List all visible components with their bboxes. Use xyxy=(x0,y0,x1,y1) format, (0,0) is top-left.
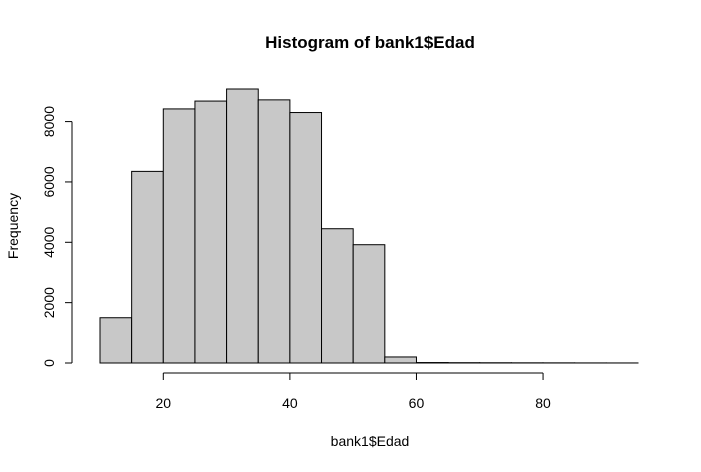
histogram-bar xyxy=(162,108,196,364)
x-tick-label: 40 xyxy=(282,395,298,411)
histogram-bar xyxy=(352,244,386,364)
histogram-bar xyxy=(194,100,228,364)
histogram-bar xyxy=(131,170,164,364)
histogram-bar xyxy=(289,112,323,364)
histogram-bar xyxy=(226,88,259,364)
y-tick-label: 0 xyxy=(41,359,57,367)
y-tick-label: 2000 xyxy=(41,287,57,318)
histogram-bar xyxy=(384,356,417,364)
x-axis-label: bank1$Edad xyxy=(331,433,410,449)
bars-group xyxy=(99,88,639,364)
y-tick-label: 8000 xyxy=(41,106,57,137)
y-tick-label: 4000 xyxy=(41,227,57,258)
y-tick-label: 6000 xyxy=(41,166,57,197)
histogram-bar xyxy=(99,317,133,364)
chart-title: Histogram of bank1$Edad xyxy=(265,33,475,52)
x-tick-label: 80 xyxy=(535,395,551,411)
x-tick-label: 60 xyxy=(409,395,425,411)
y-axis-label: Frequency xyxy=(5,193,21,259)
histogram-bar xyxy=(257,99,291,364)
y-axis: 0 2000 4000 6000 8000 xyxy=(41,106,73,367)
histogram-bar xyxy=(321,228,354,364)
x-axis: 20 40 60 80 xyxy=(156,372,551,411)
x-tick-label: 20 xyxy=(156,395,172,411)
